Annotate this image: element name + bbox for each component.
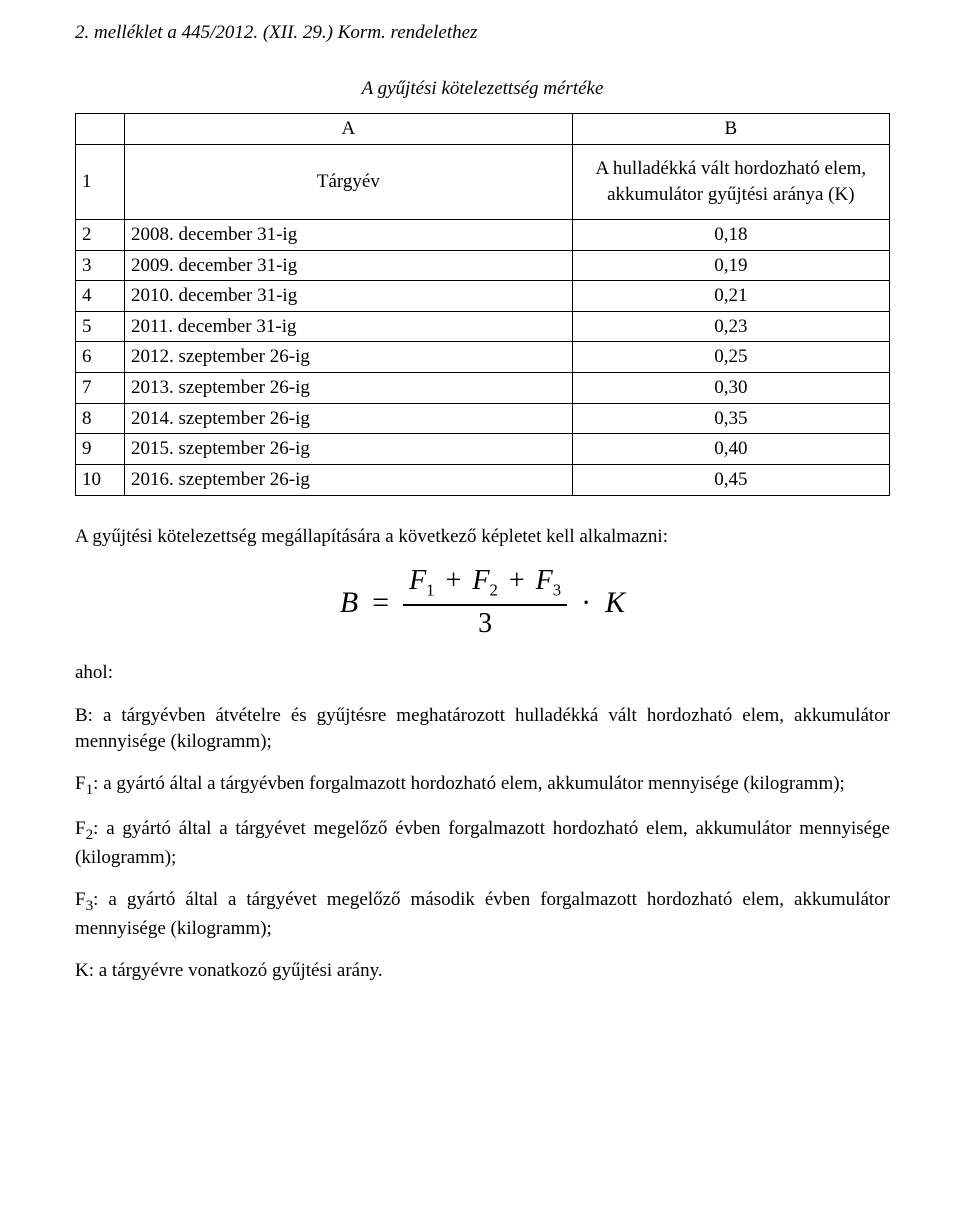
plus1: + bbox=[442, 565, 466, 596]
table-row: 5 2011. december 31-ig 0,23 bbox=[76, 311, 890, 342]
table-row: 1 Tárgyév A hulladékká vált hordozható e… bbox=[76, 144, 890, 219]
def-f1-text: : a gyártó által a tárgyévben forgalmazo… bbox=[93, 773, 845, 794]
formula-dot: · bbox=[577, 588, 595, 618]
row-value: 0,35 bbox=[572, 403, 889, 434]
table-row: 7 2013. szeptember 26-ig 0,30 bbox=[76, 373, 890, 404]
body-section: A gyűjtési kötelezettség megállapítására… bbox=[75, 524, 890, 984]
f1: F bbox=[409, 565, 426, 596]
row-value: 0,25 bbox=[572, 342, 889, 373]
f1-sub: 1 bbox=[426, 581, 434, 600]
table-row: 10 2016. szeptember 26-ig 0,45 bbox=[76, 465, 890, 496]
subtitle: A gyűjtési kötelezettség mértéke bbox=[75, 76, 890, 102]
header-col-a: A bbox=[125, 114, 573, 145]
annex-header: 2. melléklet a 445/2012. (XII. 29.) Korm… bbox=[75, 20, 890, 46]
row1-desc: A hulladékká vált hordozható elem, akkum… bbox=[572, 144, 889, 219]
row-number: 5 bbox=[76, 311, 125, 342]
data-table: A B 1 Tárgyév A hulladékká vált hordozha… bbox=[75, 113, 890, 495]
f3-sub: 3 bbox=[553, 581, 561, 600]
row-value: 0,18 bbox=[572, 219, 889, 250]
def-f2-sym: F bbox=[75, 818, 86, 839]
row-value: 0,21 bbox=[572, 281, 889, 312]
row-year: 2008. december 31-ig bbox=[125, 219, 573, 250]
def-f3: F3: a gyártó által a tárgyévet megelőző … bbox=[75, 887, 890, 942]
def-f2: F2: a gyártó által a tárgyévet megelőző … bbox=[75, 816, 890, 871]
formula-denominator: 3 bbox=[472, 606, 498, 638]
row-year: 2011. december 31-ig bbox=[125, 311, 573, 342]
row-year: 2015. szeptember 26-ig bbox=[125, 434, 573, 465]
row-year: 2016. szeptember 26-ig bbox=[125, 465, 573, 496]
def-f1: F1: a gyártó által a tárgyévben forgalma… bbox=[75, 771, 890, 800]
row-year: 2009. december 31-ig bbox=[125, 250, 573, 281]
plus2: + bbox=[505, 565, 529, 596]
table-row: 2 2008. december 31-ig 0,18 bbox=[76, 219, 890, 250]
def-k: K: a tárgyévre vonatkozó gyűjtési arány. bbox=[75, 958, 890, 984]
formula: B = F1 + F2 + F3 3 · K bbox=[75, 567, 890, 637]
table-row: 4 2010. december 31-ig 0,21 bbox=[76, 281, 890, 312]
row-number: 10 bbox=[76, 465, 125, 496]
row-year: 2010. december 31-ig bbox=[125, 281, 573, 312]
row-number: 8 bbox=[76, 403, 125, 434]
table-row: 3 2009. december 31-ig 0,19 bbox=[76, 250, 890, 281]
formula-numerator: F1 + F2 + F3 bbox=[403, 567, 567, 605]
row1-targyev: Tárgyév bbox=[125, 144, 573, 219]
f3: F bbox=[536, 565, 553, 596]
row-number: 4 bbox=[76, 281, 125, 312]
row-value: 0,23 bbox=[572, 311, 889, 342]
row-value: 0,40 bbox=[572, 434, 889, 465]
row-year: 2014. szeptember 26-ig bbox=[125, 403, 573, 434]
row-value: 0,19 bbox=[572, 250, 889, 281]
def-b: B: a tárgyévben átvételre és gyűjtésre m… bbox=[75, 703, 890, 754]
intro-paragraph: A gyűjtési kötelezettség megállapítására… bbox=[75, 524, 890, 550]
def-f1-sym: F bbox=[75, 773, 86, 794]
row-value: 0,30 bbox=[572, 373, 889, 404]
row-number: 7 bbox=[76, 373, 125, 404]
row-number: 9 bbox=[76, 434, 125, 465]
row-number: 2 bbox=[76, 219, 125, 250]
row-value: 0,45 bbox=[572, 465, 889, 496]
formula-fraction: F1 + F2 + F3 3 bbox=[403, 567, 567, 637]
f2-sub: 2 bbox=[489, 581, 497, 600]
header-col-b: B bbox=[572, 114, 889, 145]
table-row: 9 2015. szeptember 26-ig 0,40 bbox=[76, 434, 890, 465]
table-header-row: A B bbox=[76, 114, 890, 145]
header-blank bbox=[76, 114, 125, 145]
definitions: B: a tárgyévben átvételre és gyűjtésre m… bbox=[75, 703, 890, 983]
f2: F bbox=[472, 565, 489, 596]
def-f3-sym: F bbox=[75, 889, 86, 910]
ahol-label: ahol: bbox=[75, 660, 890, 686]
table-row: 6 2012. szeptember 26-ig 0,25 bbox=[76, 342, 890, 373]
row-number: 1 bbox=[76, 144, 125, 219]
def-f2-text: : a gyártó által a tárgyévet megelőző év… bbox=[75, 818, 890, 868]
def-f3-text: : a gyártó által a tárgyévet megelőző má… bbox=[75, 889, 890, 939]
table-row: 8 2014. szeptember 26-ig 0,35 bbox=[76, 403, 890, 434]
row-number: 6 bbox=[76, 342, 125, 373]
formula-eq: = bbox=[368, 588, 393, 618]
row-year: 2012. szeptember 26-ig bbox=[125, 342, 573, 373]
row-year: 2013. szeptember 26-ig bbox=[125, 373, 573, 404]
row-number: 3 bbox=[76, 250, 125, 281]
formula-lhs: B bbox=[340, 588, 358, 618]
formula-k: K bbox=[605, 588, 625, 618]
page: 2. melléklet a 445/2012. (XII. 29.) Korm… bbox=[0, 0, 960, 1216]
